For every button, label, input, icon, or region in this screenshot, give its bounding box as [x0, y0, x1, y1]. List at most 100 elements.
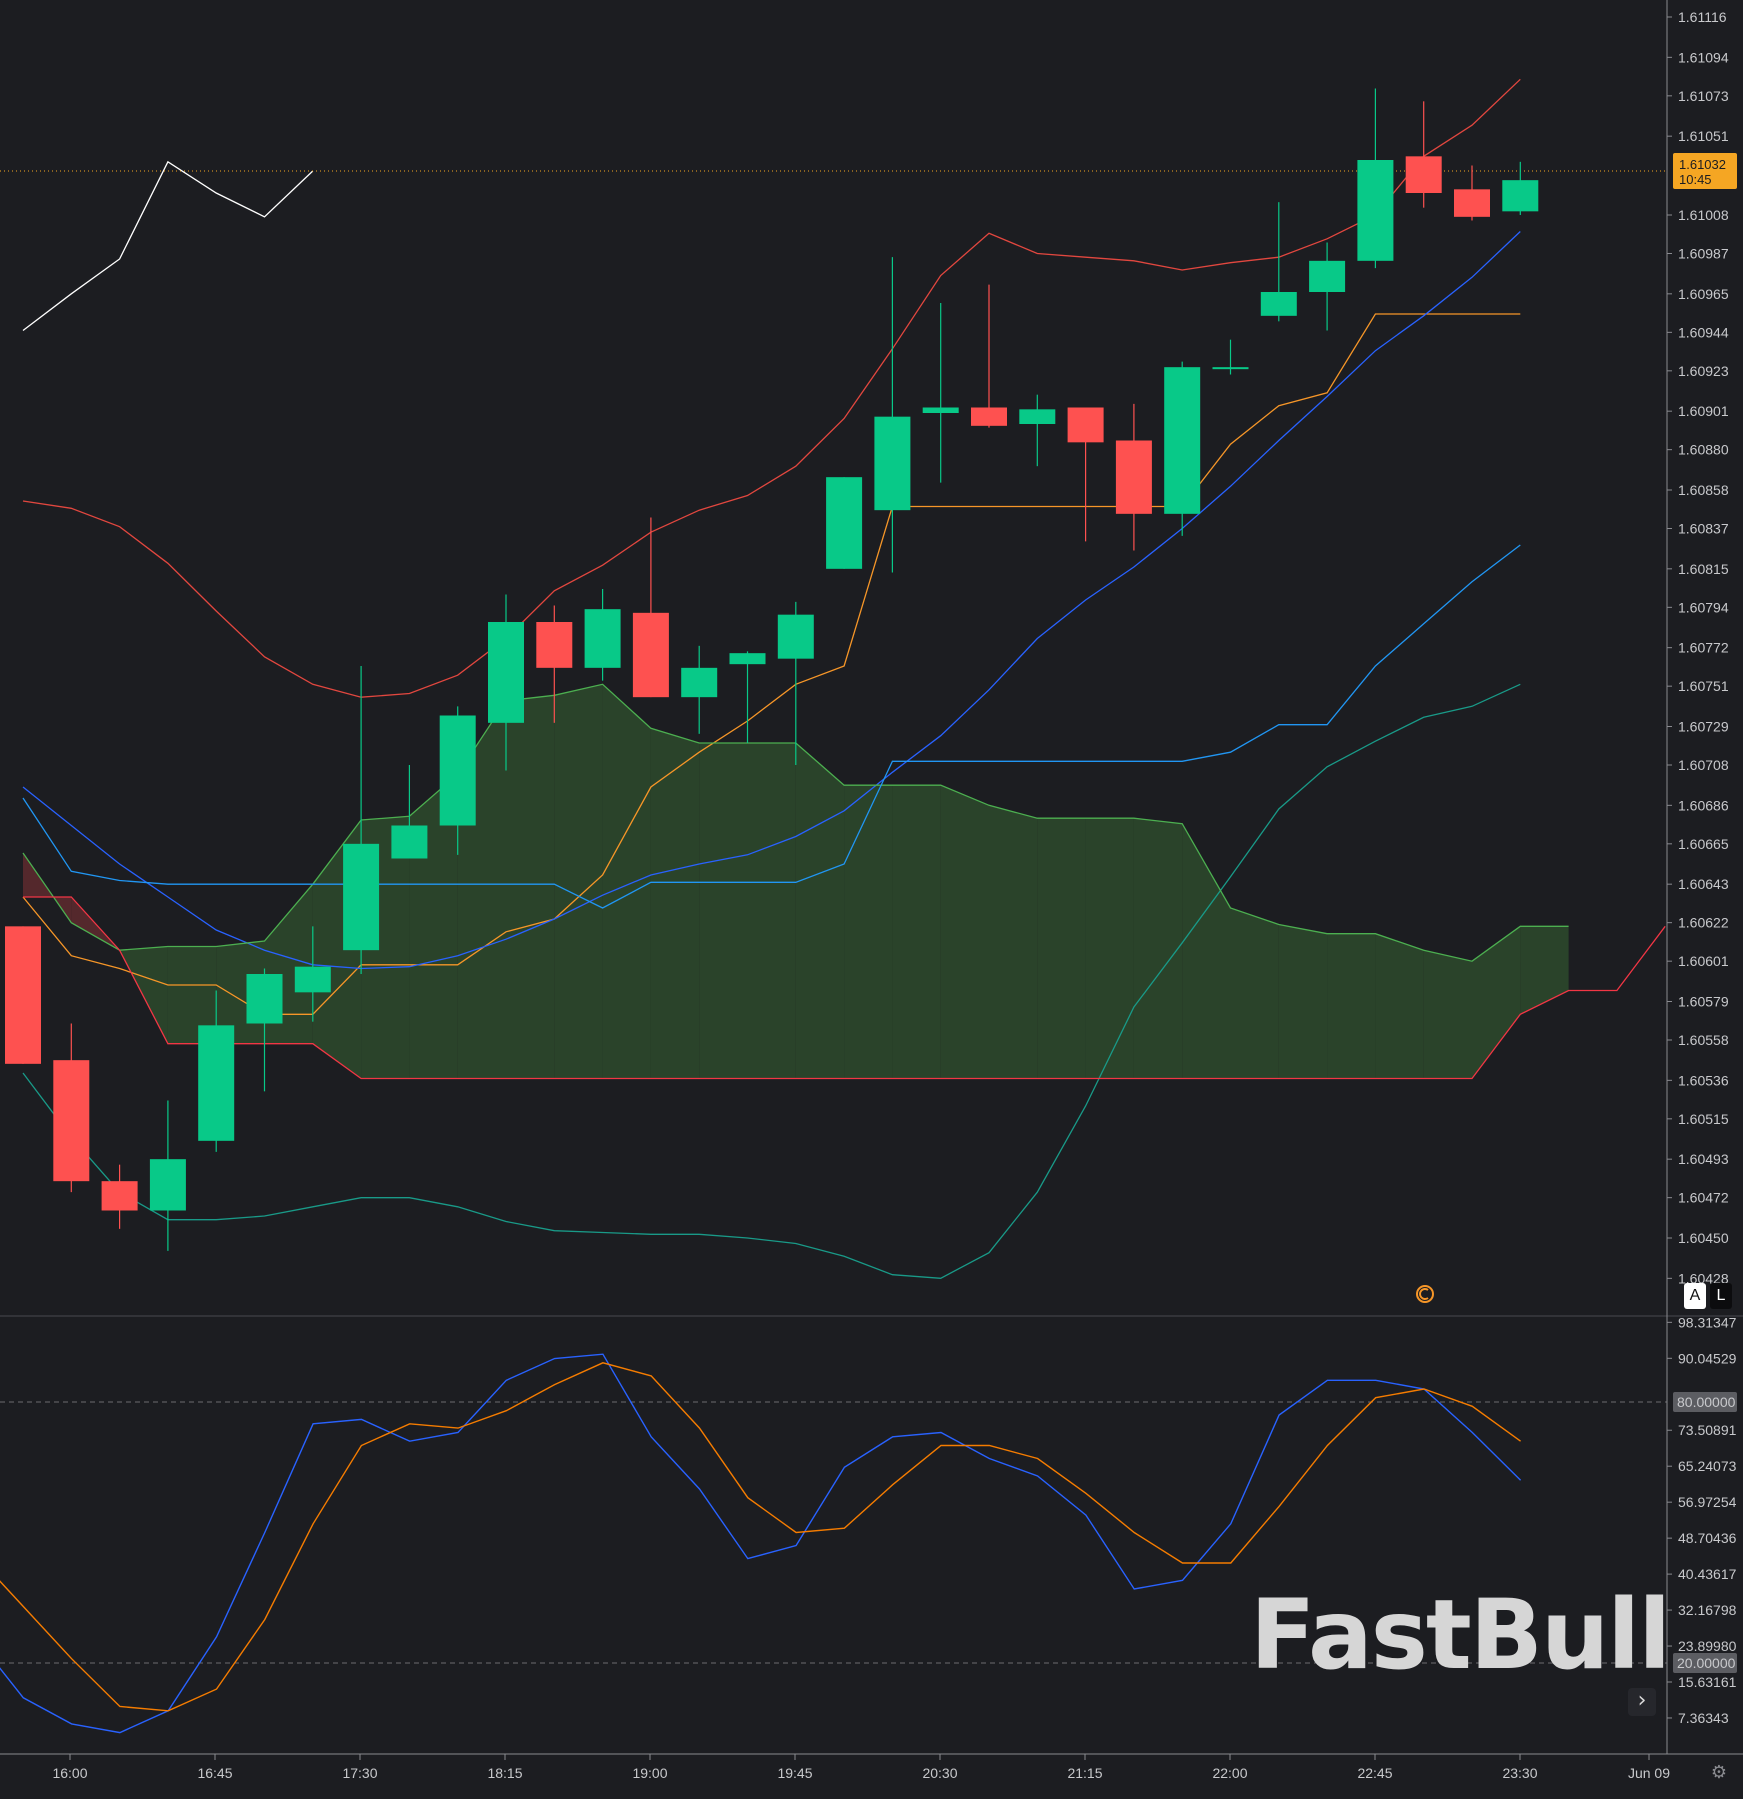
candle-body — [922, 407, 959, 413]
last-price-value: 1.61032 — [1679, 157, 1726, 172]
candle-body — [874, 416, 911, 511]
ichimoku-lead-b-line — [23, 896, 1666, 1080]
ichimoku-cloud-segment — [1278, 924, 1328, 1079]
bollinger-mid-line — [22, 544, 1521, 909]
candle-body — [246, 974, 283, 1024]
oscillator-tick-label: 23.89980 — [1678, 1638, 1737, 1654]
oscillator-tick-label: 65.24073 — [1678, 1458, 1737, 1474]
candle-body — [101, 1181, 138, 1211]
ichimoku-cloud-segment — [795, 743, 845, 1079]
candle-body — [729, 653, 766, 665]
last-price-tag — [1673, 153, 1737, 189]
price-tick-label: 1.60965 — [1678, 286, 1729, 302]
ichimoku-cloud-segment — [1472, 926, 1521, 1079]
candle-body — [971, 407, 1007, 426]
ichimoku-cloud-segment — [844, 785, 893, 1079]
auto-scale-button[interactable]: A — [1684, 1283, 1706, 1309]
oscillator-level-tag — [1673, 1653, 1737, 1673]
ichimoku-cloud-segment — [554, 684, 603, 1079]
oscillator-tick-label: 48.70436 — [1678, 1530, 1737, 1546]
price-tick-label: 1.60880 — [1678, 442, 1729, 458]
time-tick-label: 20:30 — [922, 1765, 957, 1781]
candle-body — [294, 966, 331, 993]
candle-body — [1502, 180, 1539, 212]
price-tick-label: 1.60493 — [1678, 1151, 1729, 1167]
candle-body — [1019, 409, 1056, 424]
oscillator-pane[interactable] — [0, 1353, 1667, 1734]
price-tick-label: 1.60450 — [1678, 1230, 1729, 1246]
log-scale-button[interactable]: L — [1710, 1283, 1732, 1309]
candle-body — [1454, 189, 1490, 217]
price-tick-label: 1.60815 — [1678, 561, 1729, 577]
ichimoku-conversion-line — [22, 231, 1521, 970]
candle-body — [391, 825, 428, 859]
ichimoku-cloud-segment — [167, 946, 217, 1044]
price-tick-label: 1.60901 — [1678, 403, 1729, 419]
ichimoku-cloud-segment — [1230, 908, 1279, 1079]
price-tick-label: 1.60772 — [1678, 640, 1729, 656]
ichimoku-cloud-segment — [506, 695, 555, 1079]
price-tick-label: 1.60601 — [1678, 953, 1729, 969]
price-tick-label: 1.60622 — [1678, 915, 1729, 931]
candle-body — [1260, 292, 1297, 316]
oscillator-tick-label: 15.63161 — [1678, 1674, 1737, 1690]
candle-body — [777, 614, 814, 659]
time-tick-label: 19:45 — [777, 1765, 812, 1781]
gear-icon[interactable]: ⚙ — [1710, 1762, 1728, 1783]
time-tick-label: 18:15 — [487, 1765, 522, 1781]
ichimoku-cloud-segment — [1085, 818, 1134, 1079]
price-tick-label: 1.60858 — [1678, 482, 1729, 498]
candle-body — [1212, 367, 1249, 370]
ichimoku-cloud-segment — [699, 743, 748, 1079]
clock-icon — [1416, 1285, 1434, 1303]
oscillator-level-label: 20.00000 — [1677, 1655, 1736, 1671]
oscillator-tick-label: 56.97254 — [1678, 1494, 1737, 1510]
price-tick-label: 1.60837 — [1678, 521, 1729, 537]
price-tick-label: 1.60729 — [1678, 719, 1729, 735]
ichimoku-cloud-segment — [747, 743, 796, 1079]
ichimoku-cloud-segment — [1423, 950, 1472, 1079]
oscillator-tick-label: 40.43617 — [1678, 1566, 1737, 1582]
price-tick-label: 1.60472 — [1678, 1190, 1729, 1206]
bollinger-upper-line — [22, 78, 1521, 698]
price-tick-label: 1.60515 — [1678, 1111, 1729, 1127]
price-tick-label: 1.60536 — [1678, 1072, 1729, 1088]
price-tick-label: 1.60558 — [1678, 1032, 1729, 1048]
candle-body — [198, 1025, 235, 1141]
time-tick-label: 21:15 — [1067, 1765, 1102, 1781]
stochastic-k-line — [0, 1353, 1522, 1734]
price-tick-label: 1.60579 — [1678, 994, 1729, 1010]
price-tick-label: 1.60944 — [1678, 324, 1729, 340]
candle-body — [53, 1060, 90, 1182]
candle-body — [1405, 156, 1442, 193]
time-tick-label: Jun 09 — [1628, 1765, 1670, 1781]
ichimoku-lagging-line — [22, 160, 314, 332]
ichimoku-cloud-segment — [1327, 933, 1376, 1079]
oscillator-tick-label: 98.31347 — [1678, 1314, 1737, 1330]
candle-body — [536, 622, 573, 668]
stochastic-d-line — [0, 1362, 1522, 1712]
price-tick-label: 1.61073 — [1678, 88, 1729, 104]
scroll-to-realtime-button[interactable]: › — [1628, 1688, 1656, 1716]
price-tick-label: 1.60686 — [1678, 797, 1729, 813]
price-tick-label: 1.61051 — [1678, 128, 1729, 144]
candle-body — [488, 622, 524, 723]
price-tick-label: 1.60923 — [1678, 363, 1729, 379]
candle-body — [1309, 260, 1346, 292]
candle-body — [1115, 440, 1152, 514]
ichimoku-cloud-segment — [940, 785, 989, 1079]
candle-body — [439, 715, 476, 826]
price-tick-label: 1.60751 — [1678, 678, 1729, 694]
candle-body — [632, 612, 669, 698]
ichimoku-cloud-segment — [1037, 818, 1086, 1079]
candle-body — [149, 1159, 186, 1211]
oscillator-level-label: 80.00000 — [1677, 1394, 1736, 1410]
time-tick-label: 16:00 — [52, 1765, 87, 1781]
ichimoku-cloud-segment — [602, 684, 651, 1079]
price-tick-label: 1.60428 — [1678, 1270, 1729, 1286]
candle-body — [1357, 160, 1394, 261]
ichimoku-cloud-segment — [1133, 818, 1183, 1079]
